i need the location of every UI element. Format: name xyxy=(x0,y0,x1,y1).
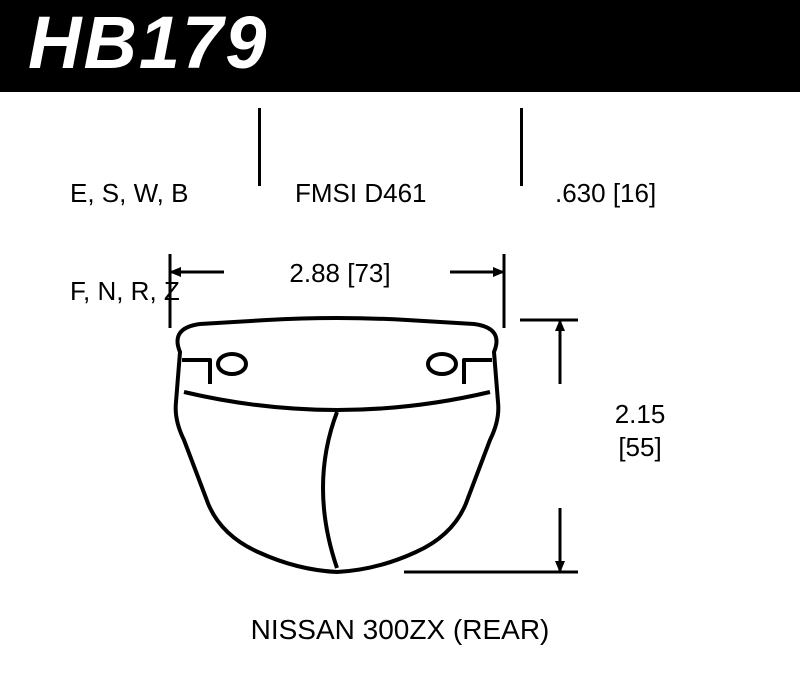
thickness-col: .630 [16] xyxy=(555,112,735,275)
height-dim-value: 2.15 xyxy=(580,398,700,431)
part-number-title: HB179 xyxy=(28,0,268,85)
compounds-line-2: F, N, R, Z xyxy=(70,275,260,308)
height-dimension-label: 2.15 [55] xyxy=(580,398,700,463)
vehicle-application-label: NISSAN 300ZX (REAR) xyxy=(0,614,800,646)
header-bar: HB179 xyxy=(0,0,800,92)
compounds-col: E, S, W, B F, N, R, Z xyxy=(70,112,260,372)
thickness-value: .630 [16] xyxy=(555,177,735,210)
page: HB179 E, S, W, B F, N, R, Z FMSI D461 .6… xyxy=(0,0,800,691)
fmsi-code: FMSI D461 xyxy=(295,177,495,210)
width-dimension-label: 2.88 [73] xyxy=(240,258,440,289)
height-dim-mm: [55] xyxy=(580,431,700,464)
compounds-line-1: E, S, W, B xyxy=(70,177,260,210)
divider-2 xyxy=(520,108,523,186)
info-row: E, S, W, B F, N, R, Z FMSI D461 .630 [16… xyxy=(70,112,770,192)
divider-1 xyxy=(258,108,261,186)
fmsi-col: FMSI D461 xyxy=(295,112,495,275)
